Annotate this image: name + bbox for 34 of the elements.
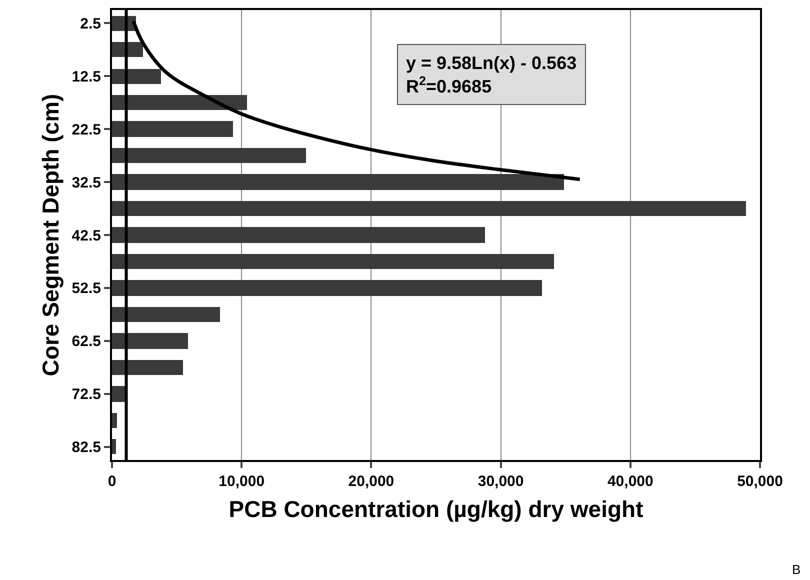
y-axis-title: Core Segment Depth (cm) bbox=[38, 94, 64, 376]
annotation: y = 9.58Ln(x) - 0.563 bbox=[406, 53, 577, 73]
bar bbox=[112, 254, 554, 269]
bar bbox=[112, 95, 247, 110]
y-tick-label: 22.5 bbox=[72, 121, 101, 138]
bar bbox=[112, 333, 188, 349]
x-tick-label: 50,000 bbox=[737, 473, 783, 490]
y-tick-label: 32.5 bbox=[72, 174, 101, 192]
x-tick-label: 0 bbox=[108, 473, 116, 490]
bar bbox=[112, 307, 220, 322]
x-tick-label: 10,000 bbox=[218, 473, 265, 490]
bar bbox=[112, 439, 116, 454]
x-axis-title: PCB Concentration (µg/kg) dry weight bbox=[228, 496, 644, 522]
bar bbox=[112, 148, 306, 163]
bar bbox=[112, 69, 161, 84]
y-tick-label: 82.5 bbox=[72, 439, 101, 456]
y-tick-label: 72.5 bbox=[72, 386, 101, 404]
y-tick-label: 62.5 bbox=[72, 333, 101, 350]
bar bbox=[112, 174, 564, 190]
bar bbox=[112, 413, 117, 428]
bar bbox=[112, 121, 233, 137]
x-tick-label: 20,000 bbox=[348, 473, 394, 490]
bar bbox=[112, 201, 746, 216]
y-tick-label: 52.5 bbox=[72, 280, 101, 298]
bar bbox=[112, 360, 183, 375]
bar bbox=[112, 280, 542, 296]
bar bbox=[112, 227, 485, 243]
y-tick-label: 2.5 bbox=[80, 15, 101, 32]
y-tick-label: 12.5 bbox=[72, 68, 101, 86]
text: B bbox=[792, 562, 801, 577]
y-tick-label: 42.5 bbox=[72, 227, 101, 244]
annotation: R$^{2}$=0.9685 bbox=[406, 74, 492, 96]
x-tick-label: 30,000 bbox=[478, 473, 524, 490]
x-tick-label: 40,000 bbox=[607, 473, 654, 490]
